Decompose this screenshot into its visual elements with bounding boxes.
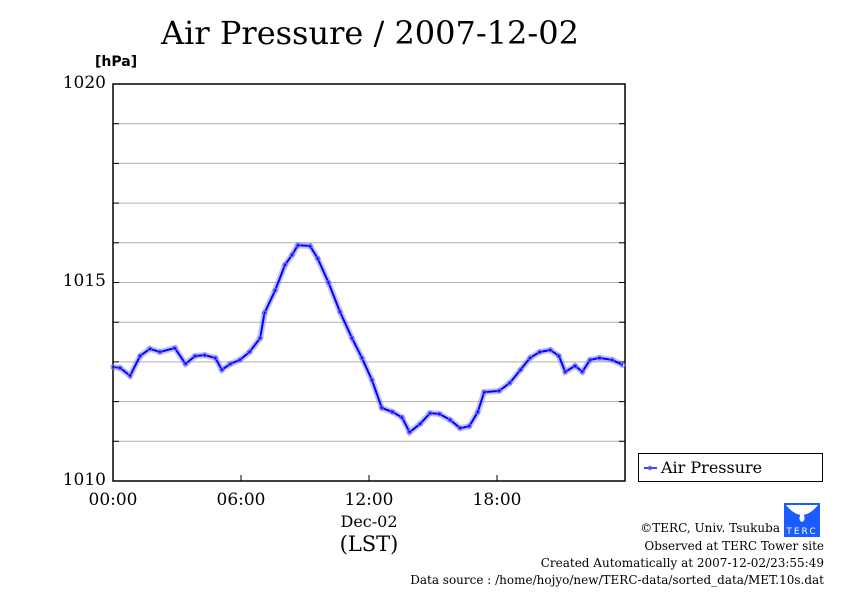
- legend-line-icon: [644, 465, 657, 471]
- data-point: [219, 367, 225, 373]
- plot-frame: [112, 83, 626, 482]
- data-point: [237, 357, 243, 363]
- observed-note: Observed at TERC Tower site: [644, 539, 824, 553]
- data-point: [117, 365, 123, 371]
- data-point: [547, 347, 553, 353]
- data-point: [475, 409, 481, 415]
- x-tick-label: 00:00: [88, 490, 138, 510]
- data-point: [527, 355, 533, 361]
- data-point: [427, 410, 433, 416]
- data-point: [127, 373, 133, 379]
- data-point: [110, 364, 116, 370]
- data-point: [172, 345, 178, 351]
- data-point: [389, 409, 395, 415]
- y-tick-label: 1020: [62, 73, 106, 93]
- data-point: [537, 349, 543, 355]
- x-tick-label: 12:00: [344, 490, 394, 510]
- data-point: [579, 369, 585, 375]
- legend: Air Pressure: [638, 453, 823, 482]
- data-point: [137, 353, 143, 359]
- date-label: Dec-02: [340, 512, 398, 531]
- data-point: [369, 377, 375, 383]
- x-axis-label: (LST): [339, 532, 399, 556]
- data-point: [572, 363, 578, 369]
- y-axis-unit: [hPa]: [95, 54, 138, 70]
- data-point: [496, 388, 502, 394]
- data-point: [192, 353, 198, 359]
- data-point: [183, 361, 189, 367]
- data-point: [212, 355, 218, 361]
- data-point: [562, 369, 568, 375]
- data-source: Data source : /home/hojyo/new/TERC-data/…: [410, 573, 824, 587]
- chart-title: Air Pressure / 2007-12-02: [161, 14, 579, 52]
- data-point: [261, 310, 267, 316]
- data-point: [359, 355, 365, 361]
- data-point: [379, 405, 385, 411]
- data-point: [272, 287, 278, 293]
- x-tick-label: 18:00: [472, 490, 522, 510]
- data-point: [247, 349, 253, 355]
- data-point: [295, 242, 301, 248]
- data-point: [517, 367, 523, 373]
- data-point: [289, 252, 295, 258]
- data-point: [257, 335, 263, 341]
- data-point: [457, 425, 463, 431]
- created-note: Created Automatically at 2007-12-02/23:5…: [540, 556, 824, 570]
- data-point: [417, 421, 423, 427]
- data-point: [436, 411, 442, 417]
- data-point: [399, 414, 405, 420]
- copyright: ©TERC, Univ. Tsukuba: [640, 521, 780, 535]
- svg-text:TERC: TERC: [785, 527, 817, 537]
- data-point: [447, 417, 453, 423]
- series-line-air-pressure: [112, 244, 624, 434]
- data-point: [282, 262, 288, 268]
- data-point: [307, 243, 313, 249]
- data-point: [481, 389, 487, 395]
- series-halo: [112, 242, 625, 437]
- data-point: [466, 423, 472, 429]
- data-point: [587, 357, 593, 363]
- data-point: [337, 309, 343, 315]
- legend-label: Air Pressure: [661, 458, 763, 477]
- data-point: [157, 349, 163, 355]
- data-point: [609, 357, 615, 363]
- terc-logo: TERC: [784, 503, 820, 537]
- data-point: [596, 355, 602, 361]
- data-point: [556, 353, 562, 359]
- data-point: [147, 346, 153, 352]
- data-point: [620, 362, 626, 368]
- data-point: [202, 352, 208, 358]
- data-point: [315, 256, 321, 262]
- data-point: [227, 361, 233, 367]
- data-point: [325, 280, 331, 285]
- y-tick-label: 1010: [62, 470, 106, 490]
- data-point: [507, 380, 513, 386]
- y-tick-label: 1015: [62, 271, 106, 291]
- x-tick-label: 06:00: [216, 490, 266, 510]
- data-point: [349, 335, 355, 341]
- data-point: [407, 429, 413, 435]
